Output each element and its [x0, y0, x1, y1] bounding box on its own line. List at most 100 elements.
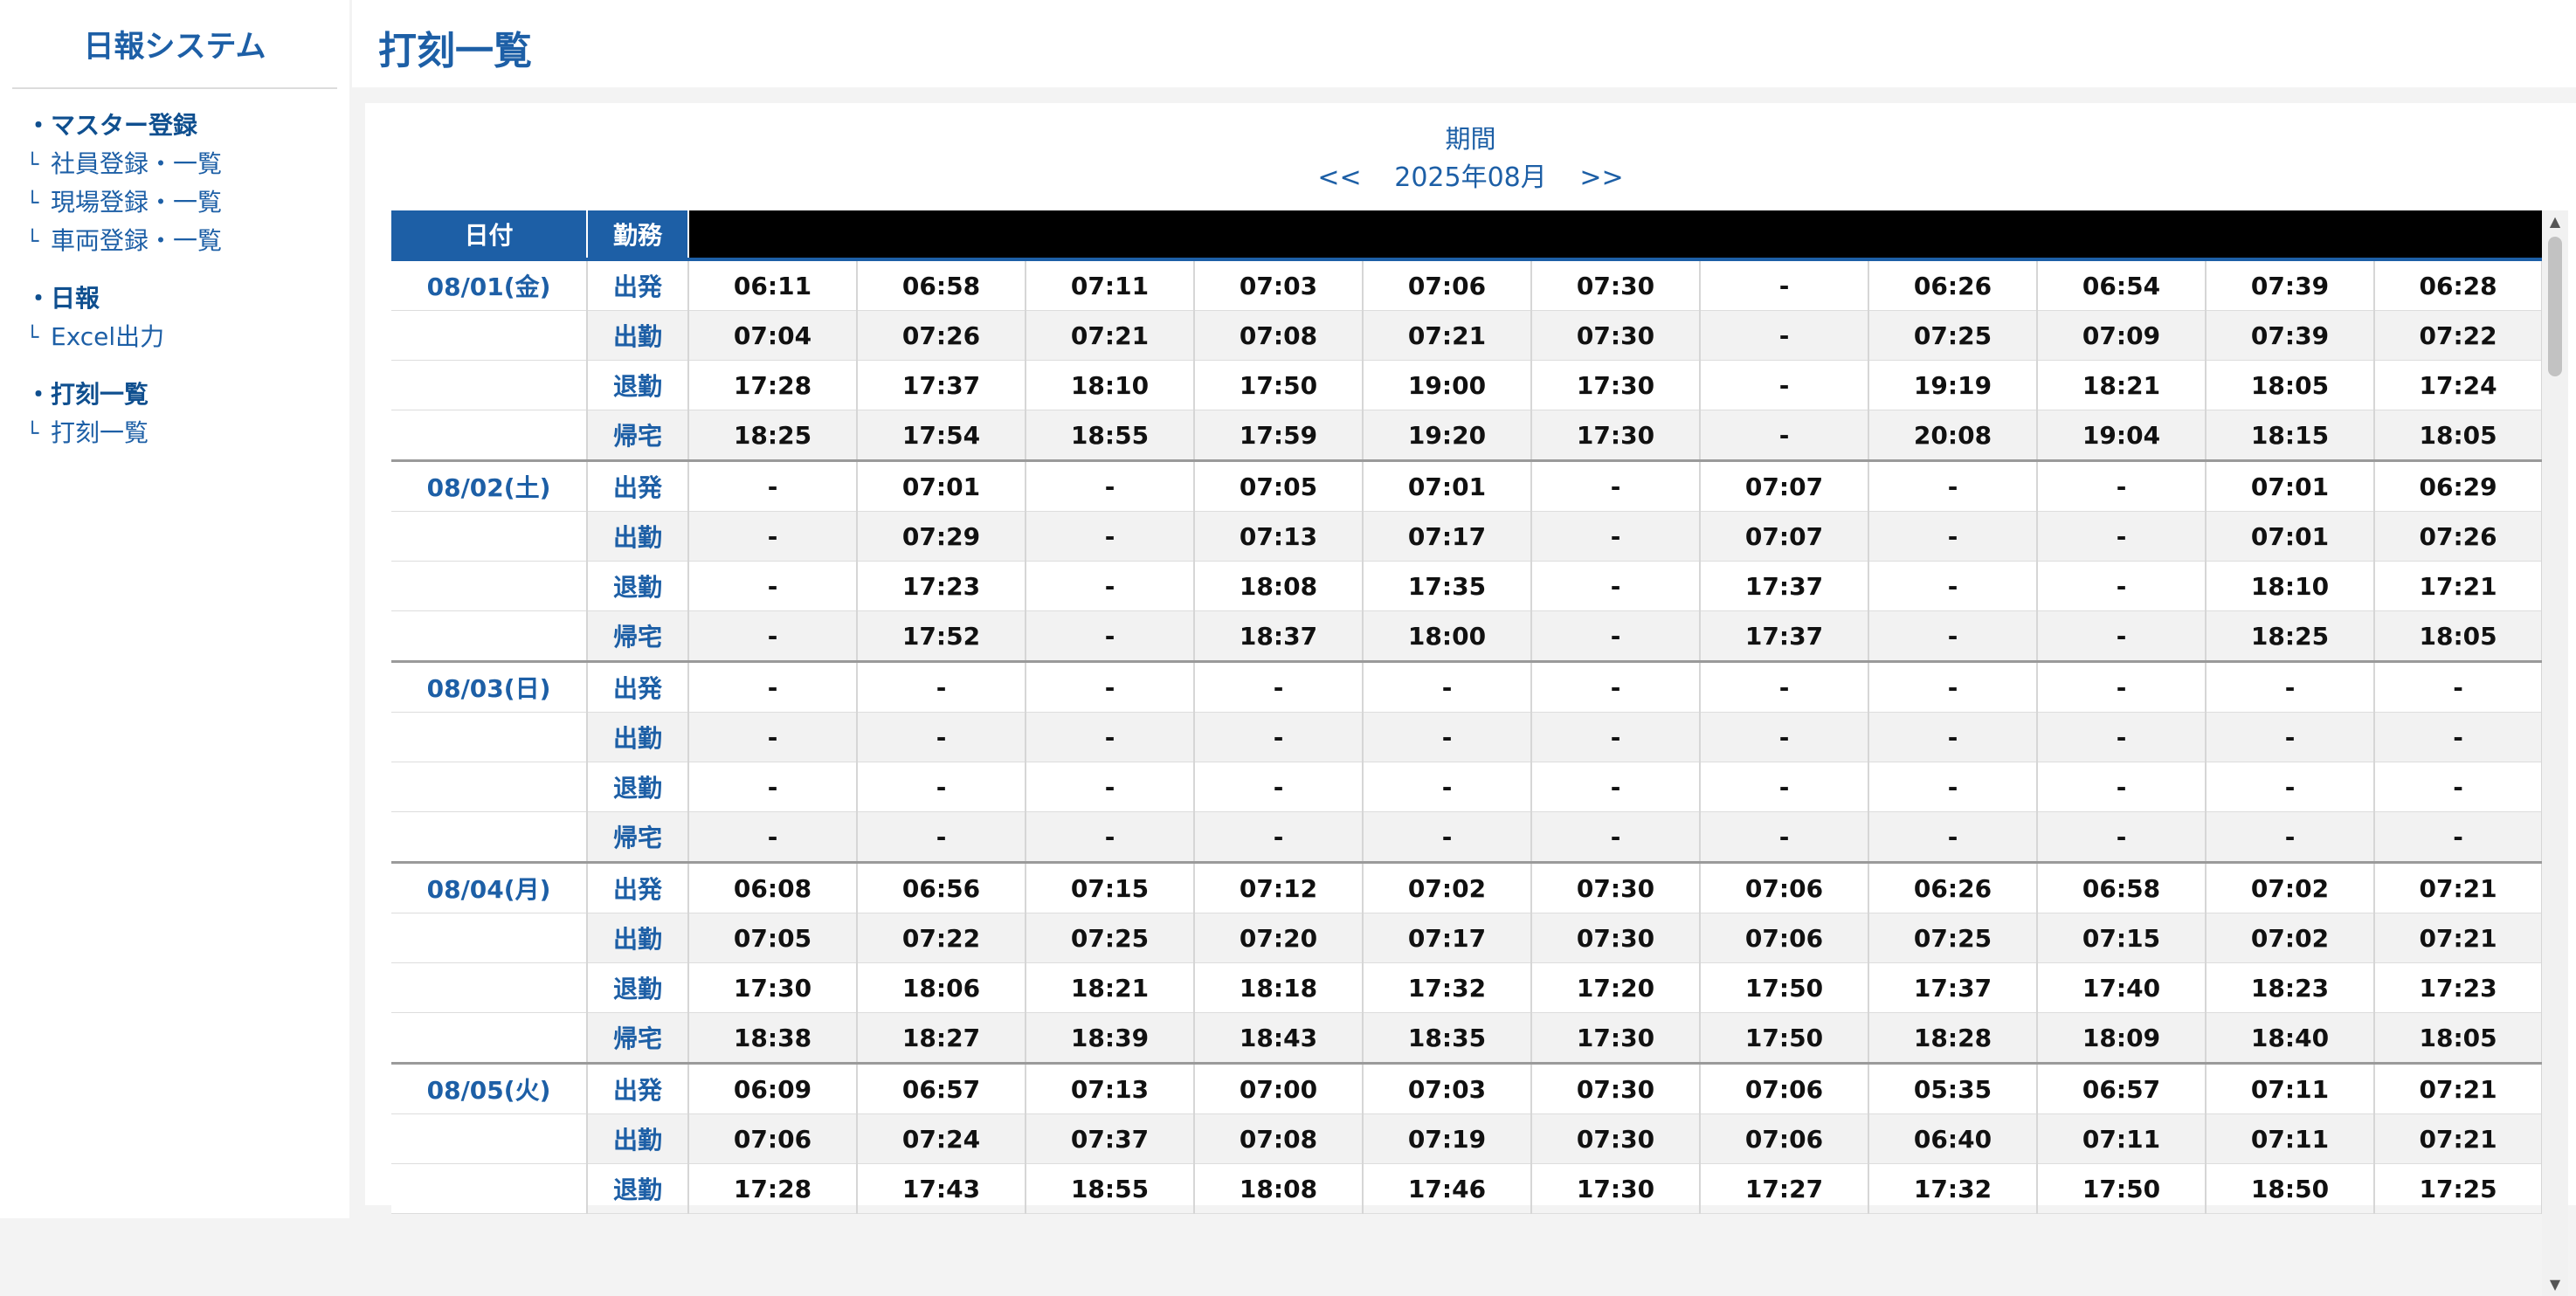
time-cell: - — [688, 762, 858, 812]
time-cell: - — [688, 610, 858, 662]
work-type-cell: 出勤 — [587, 511, 689, 562]
nav-link-label: Excel出力 — [51, 322, 165, 351]
time-cell: 18:18 — [1194, 962, 1364, 1013]
time-cell: 07:08 — [1194, 310, 1364, 361]
time-cell: - — [1531, 610, 1701, 662]
time-cell: 07:04 — [688, 310, 858, 361]
current-month: 2025年08月 — [1394, 162, 1547, 193]
time-cell: - — [1026, 459, 1195, 512]
time-cell: 18:27 — [857, 1012, 1026, 1064]
time-cell: 07:26 — [857, 310, 1026, 361]
nav-link[interactable]: └ Excel出力 — [0, 318, 349, 356]
nav-section-heading[interactable]: ・打刻一覧 — [26, 380, 149, 409]
time-cell: - — [2374, 811, 2544, 863]
time-cell: 19:00 — [1363, 360, 1532, 410]
time-cell: 18:08 — [1194, 1163, 1364, 1214]
time-cell: 06:58 — [857, 258, 1026, 311]
nav-section-heading[interactable]: ・日報 — [26, 284, 100, 313]
work-type-cell: 出勤 — [587, 310, 689, 361]
date-cell — [391, 762, 588, 812]
time-cell: - — [1700, 660, 1869, 713]
nav-link[interactable]: └ 車両登録・一覧 — [0, 222, 349, 260]
time-cell: 07:06 — [1700, 861, 1869, 913]
time-cell: 06:54 — [2037, 258, 2207, 311]
prev-month-button[interactable]: << — [1317, 162, 1362, 193]
time-cell: 17:30 — [1531, 410, 1701, 461]
next-month-button[interactable]: >> — [1579, 162, 1624, 193]
date-cell[interactable]: 08/03(日) — [391, 660, 588, 713]
tree-branch-icon: └ — [26, 190, 39, 215]
time-cell: 07:03 — [1194, 258, 1364, 311]
time-cell: 07:30 — [1531, 310, 1701, 361]
time-cell: - — [1363, 660, 1532, 713]
time-cell: - — [2037, 811, 2207, 863]
employee-names-header — [688, 210, 2543, 259]
time-cell: 07:06 — [1700, 913, 1869, 963]
time-cell: - — [688, 811, 858, 863]
time-cell: - — [2206, 811, 2375, 863]
time-cell: 07:11 — [2206, 1062, 2375, 1114]
date-cell[interactable]: 08/05(火) — [391, 1062, 588, 1114]
date-cell — [391, 712, 588, 762]
time-cell: 06:58 — [2037, 861, 2207, 913]
time-cell: 18:40 — [2206, 1012, 2375, 1064]
table-row: 08/05(火) 出発 06:09 06:57 07:13 07:00 07:03 07:30… — [391, 1062, 2544, 1114]
time-cell: 07:21 — [1026, 310, 1195, 361]
work-type-cell: 退勤 — [587, 962, 689, 1013]
time-cell: 07:06 — [1700, 1113, 1869, 1164]
scroll-up-arrow-icon[interactable]: ▲ — [2549, 213, 2561, 230]
time-cell: 07:17 — [1363, 913, 1532, 963]
time-cell: - — [1363, 762, 1532, 812]
time-cell: - — [2037, 762, 2207, 812]
time-cell: - — [1531, 459, 1701, 512]
time-cell: 06:56 — [857, 861, 1026, 913]
time-cell: 06:57 — [2037, 1062, 2207, 1114]
time-cell: 18:21 — [1026, 962, 1195, 1013]
tree-branch-icon: └ — [26, 421, 39, 445]
time-cell: - — [2037, 660, 2207, 713]
time-cell: - — [1026, 762, 1195, 812]
nav-section-heading[interactable]: ・マスター登録 — [26, 111, 198, 140]
time-cell: - — [1531, 811, 1701, 863]
time-cell: - — [2374, 762, 2544, 812]
time-cell: - — [2206, 762, 2375, 812]
time-cell: 06:09 — [688, 1062, 858, 1114]
work-type-cell: 帰宅 — [587, 610, 689, 662]
time-cell: 06:40 — [1868, 1113, 2038, 1164]
time-cell: 17:35 — [1363, 561, 1532, 611]
nav-link[interactable]: └ 現場登録・一覧 — [0, 183, 349, 222]
time-cell: 07:13 — [1194, 511, 1364, 562]
time-cell: - — [1868, 511, 2038, 562]
time-cell: 07:21 — [1363, 310, 1532, 361]
time-cell: 18:23 — [2206, 962, 2375, 1013]
time-cell: 19:19 — [1868, 360, 2038, 410]
date-cell[interactable]: 08/04(月) — [391, 861, 588, 913]
time-cell: 06:28 — [2374, 258, 2544, 311]
date-cell — [391, 1113, 588, 1164]
time-cell: 07:06 — [688, 1113, 858, 1164]
time-cell: - — [2037, 712, 2207, 762]
time-cell: - — [1868, 762, 2038, 812]
scrollbar-thumb[interactable] — [2548, 237, 2562, 376]
time-cell: - — [1868, 660, 2038, 713]
date-cell[interactable]: 08/02(土) — [391, 459, 588, 512]
nav-link[interactable]: └ 打刻一覧 — [0, 414, 349, 452]
time-cell: 07:01 — [2206, 459, 2375, 512]
time-cell: 07:21 — [2374, 1062, 2544, 1114]
timestamp-table-container[interactable]: 日付 勤務 08/01(金) 出発 06:11 06:58 07:11 07:03 07:0… — [391, 210, 2568, 1296]
app-title[interactable]: 日報システム — [12, 0, 337, 89]
time-cell: 07:01 — [857, 459, 1026, 512]
time-cell: 06:29 — [2374, 459, 2544, 512]
scroll-down-arrow-icon[interactable]: ▼ — [2549, 1276, 2561, 1293]
period-label: 期間 — [1445, 124, 1496, 154]
vertical-scrollbar[interactable]: ▲ ▼ — [2542, 210, 2568, 1296]
time-cell: - — [1026, 712, 1195, 762]
table-row: 08/04(月) 出発 06:08 06:56 07:15 07:12 07:02 07:30… — [391, 861, 2544, 913]
time-cell: - — [1700, 410, 1869, 461]
date-cell — [391, 610, 588, 662]
time-cell: 07:15 — [1026, 861, 1195, 913]
nav-link[interactable]: └ 社員登録・一覧 — [0, 145, 349, 183]
time-cell: 18:10 — [2206, 561, 2375, 611]
date-cell[interactable]: 08/01(金) — [391, 258, 588, 311]
time-cell: 17:20 — [1531, 962, 1701, 1013]
